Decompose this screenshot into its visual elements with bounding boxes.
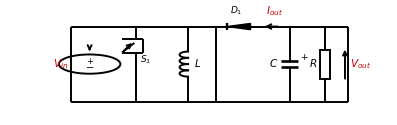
Text: +: + [86, 56, 93, 66]
Text: −: − [86, 63, 94, 73]
Text: $V_{\mathregular{out}}$: $V_{\mathregular{out}}$ [350, 57, 372, 71]
Text: $V_{\mathregular{in}}$: $V_{\mathregular{in}}$ [53, 57, 68, 71]
Text: $D_1$: $D_1$ [230, 5, 243, 17]
Text: +: + [301, 53, 308, 62]
Text: $I_{\mathregular{out}}$: $I_{\mathregular{out}}$ [266, 4, 283, 18]
Text: $S_1$: $S_1$ [141, 54, 152, 66]
Text: R: R [309, 59, 317, 69]
Polygon shape [227, 24, 251, 30]
Text: C: C [269, 59, 277, 69]
Text: L: L [195, 59, 200, 69]
Bar [320, 50, 330, 78]
